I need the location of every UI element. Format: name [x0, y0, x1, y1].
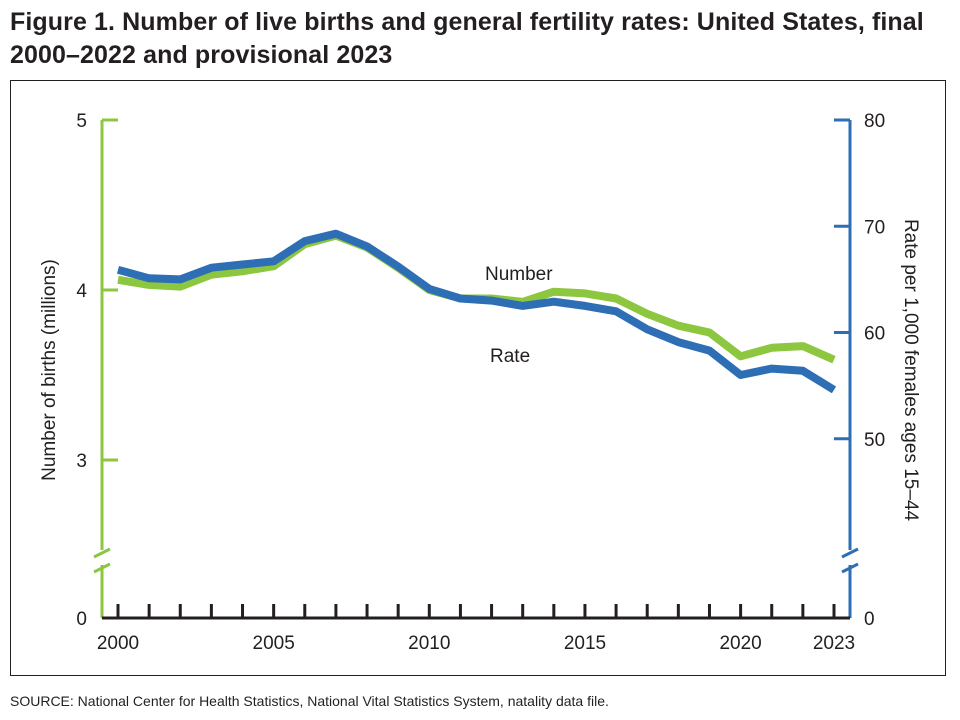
series-label-rate: Rate — [490, 346, 530, 367]
left-axis-tick-label: 5 — [76, 111, 87, 132]
right-axis-break-mark — [841, 562, 859, 574]
left-axis-tick-label: 3 — [76, 451, 87, 472]
right-axis-tick-label: 50 — [864, 430, 885, 451]
source-note: SOURCE: National Center for Health Stati… — [10, 693, 609, 709]
left-axis-label: Number of births (millions) — [39, 259, 60, 481]
x-axis-tick-label: 2000 — [97, 633, 139, 654]
x-axis-tick-label: 2010 — [408, 633, 450, 654]
right-axis-tick-label: 80 — [864, 111, 885, 132]
right-axis-break-mark — [841, 547, 859, 559]
left-axis-tick-label: 0 — [76, 609, 87, 630]
right-axis-tick-label: 60 — [864, 324, 885, 345]
series-lines — [116, 229, 837, 394]
figure-title: Figure 1. Number of live births and gene… — [10, 8, 924, 69]
x-axis-tick-label: 2023 — [813, 633, 855, 654]
series-label-number: Number — [485, 264, 553, 285]
right-axis-tick-label: 0 — [864, 609, 875, 630]
left-axis-break-mark — [93, 562, 111, 574]
right-axis-label: Rate per 1,000 females ages 15–44 — [900, 219, 921, 522]
x-axis-tick-label: 2015 — [564, 633, 606, 654]
chart-labels: Number of births (millions) Rate per 1,0… — [39, 219, 921, 522]
left-axis-tick-label: 4 — [76, 281, 87, 302]
right-axis-tick-label: 70 — [864, 217, 885, 238]
series-line-rate — [116, 229, 837, 394]
left-axis-break-mark — [93, 547, 111, 559]
x-axis-tick-label: 2005 — [253, 633, 295, 654]
chart-frame — [10, 80, 946, 676]
x-axis-tick-label: 2020 — [719, 633, 761, 654]
